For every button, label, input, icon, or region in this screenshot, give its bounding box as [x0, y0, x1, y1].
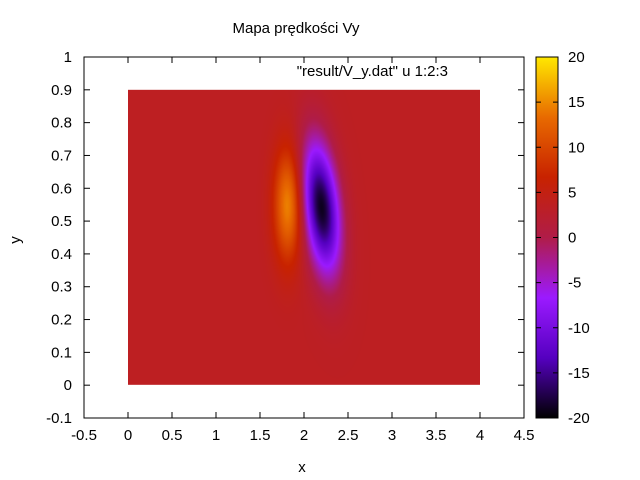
colorbar: 20 15 10 5 0 -5 -10 -15 -20 [535, 49, 590, 427]
y-tick-label: 0.2 [51, 312, 72, 329]
heatmap-data [128, 89, 480, 385]
y-tick-label: 0.1 [51, 344, 72, 361]
heatmap-image [128, 89, 480, 385]
y-tick-label: 0.4 [51, 246, 72, 263]
y-tick-label: 0 [64, 377, 72, 394]
chart-title: Mapa prędkości Vy [232, 20, 360, 37]
colorbar-tick-label: -15 [568, 365, 590, 382]
colorbar-tick-label: 5 [568, 184, 576, 201]
y-tick-label: 0.3 [51, 279, 72, 296]
colorbar-tick-label: 0 [568, 230, 576, 247]
x-tick-label: 2 [300, 427, 308, 444]
y-tick-label: 0.7 [51, 147, 72, 164]
y-tick-label: 1 [64, 49, 72, 66]
colorbar-tick-label: 15 [568, 94, 585, 111]
x-tick-label: 3.5 [426, 427, 447, 444]
y-tick-label: 0.8 [51, 115, 72, 132]
colorbar-tick-label: 20 [568, 49, 585, 66]
y-tick-label: -0.1 [46, 410, 72, 427]
colorbar-tick-label: -5 [568, 275, 581, 292]
y-tick-label: 0.5 [51, 213, 72, 230]
x-tick-label: 0 [124, 427, 132, 444]
colorbar-tick-label: -20 [568, 410, 590, 427]
x-tick-label: 0.5 [162, 427, 183, 444]
x-tick-label: 2.5 [338, 427, 359, 444]
x-tick-label: 1.5 [250, 427, 271, 444]
colorbar-tick-label: -10 [568, 320, 590, 337]
colorbar-tick-label: 10 [568, 139, 585, 156]
x-tick-label: -0.5 [71, 427, 97, 444]
y-axis-label: y [7, 236, 24, 244]
x-tick-label: 4.5 [514, 427, 535, 444]
y-tick-label: 0.9 [51, 82, 72, 99]
legend-entry: "result/V_y.dat" u 1:2:3 [297, 63, 448, 80]
x-tick-label: 3 [388, 427, 396, 444]
x-axis-label: x [298, 459, 306, 476]
x-tick-label: 1 [212, 427, 220, 444]
x-axis: -0.5 0 0.5 1 1.5 2 2.5 3 3.5 4 4.5 [71, 57, 534, 444]
y-tick-label: 0.6 [51, 180, 72, 197]
y-axis: -0.1 0 0.1 0.2 0.3 0.4 0.5 0.6 0.7 0.8 0.9 1 [46, 49, 524, 427]
x-tick-label: 4 [476, 427, 484, 444]
